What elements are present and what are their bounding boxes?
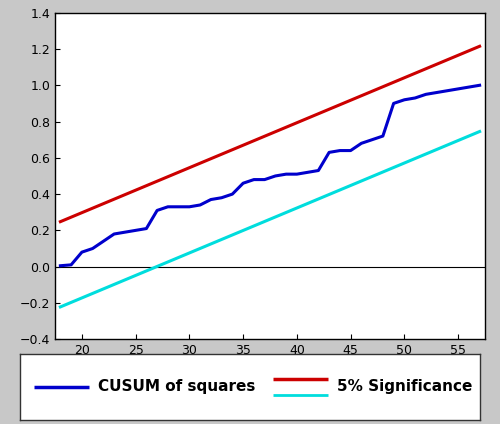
Text: CUSUM of squares: CUSUM of squares (98, 379, 256, 394)
Text: 5% Significance: 5% Significance (338, 379, 473, 394)
